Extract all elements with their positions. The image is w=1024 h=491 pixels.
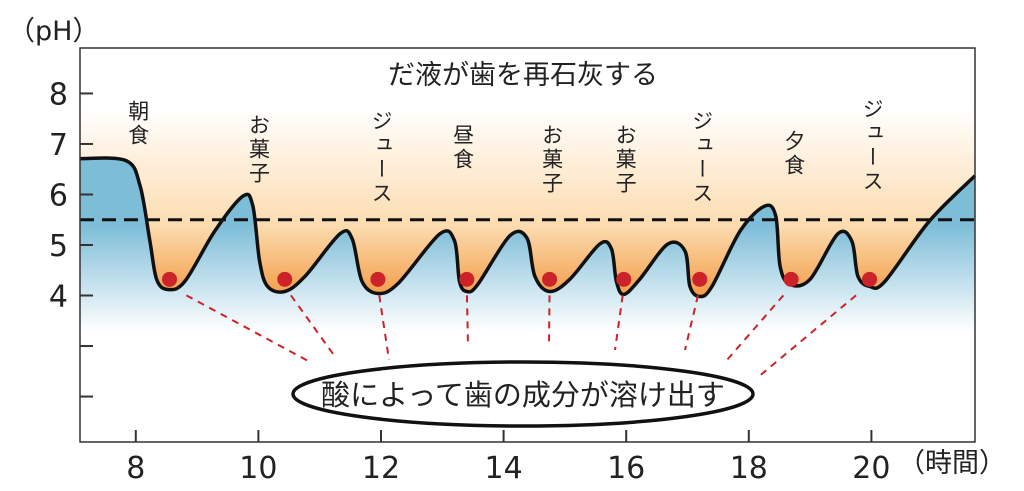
leader-line xyxy=(726,294,785,361)
event-label: お菓子 xyxy=(540,124,564,196)
annotation-ellipse xyxy=(291,360,755,428)
event-label: ジュース xyxy=(690,110,714,206)
annotation-text: 酸によって歯の成分が溶け出す xyxy=(321,378,725,412)
x-tick-label: 12 xyxy=(362,451,400,486)
acid-marker xyxy=(692,271,708,287)
acid-region xyxy=(80,48,975,297)
event-label: お菓子 xyxy=(247,114,271,186)
x-tick-label: 8 xyxy=(126,451,145,486)
leader-line xyxy=(614,295,624,351)
event-label: ジュース xyxy=(369,110,393,206)
acid-marker xyxy=(162,271,177,287)
acid-marker xyxy=(459,271,475,287)
x-tick-label: 20 xyxy=(852,451,890,486)
x-tick-label: 14 xyxy=(484,451,522,486)
x-tick-label: 10 xyxy=(239,451,277,486)
leader-line xyxy=(185,294,311,363)
leader-line xyxy=(756,294,857,379)
y-tick-label: 8 xyxy=(49,77,68,112)
acid-marker xyxy=(783,271,799,287)
y-tick-label: 5 xyxy=(49,229,68,264)
acid-marker xyxy=(370,271,386,287)
leader-line xyxy=(378,295,390,361)
x-axis-label: （時間） xyxy=(898,448,1006,479)
x-tick-label: 16 xyxy=(607,451,645,486)
event-label: 夕食 xyxy=(782,130,806,178)
y-tick-label: 4 xyxy=(49,280,68,315)
leader-line xyxy=(465,295,469,348)
event-label: ジュース xyxy=(860,98,884,194)
x-tick-label: 18 xyxy=(730,451,768,486)
event-label: 朝食 xyxy=(126,100,150,148)
event-label: 昼食 xyxy=(451,124,475,172)
leader-line xyxy=(548,295,551,348)
leader-line xyxy=(684,295,699,351)
event-label: お菓子 xyxy=(613,124,637,196)
y-axis-label: （pH） xyxy=(8,16,99,47)
y-tick-label: 7 xyxy=(49,128,68,163)
acid-marker xyxy=(616,271,632,287)
acid-marker xyxy=(862,271,878,287)
chart-title: だ液が歯を再石灰する xyxy=(388,60,658,91)
acid-marker xyxy=(542,271,558,287)
acid-marker xyxy=(277,271,293,287)
y-tick-label: 6 xyxy=(49,178,68,213)
